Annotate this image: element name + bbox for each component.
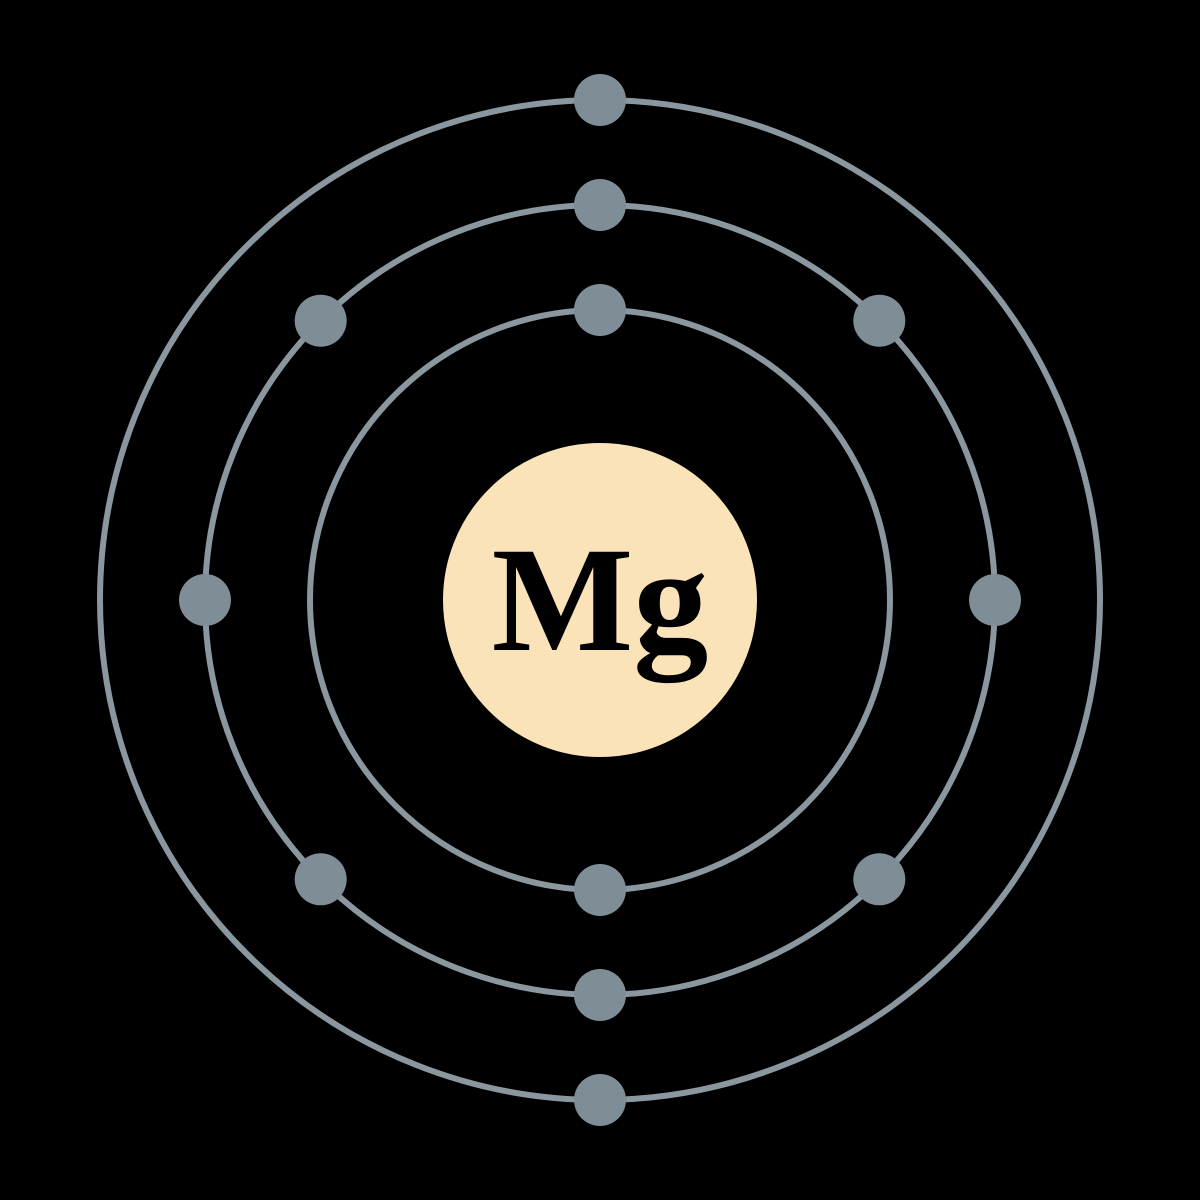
electron-shell2-7 [179, 574, 231, 626]
electron-shell2-5 [574, 969, 626, 1021]
electron-shell3-1 [574, 74, 626, 126]
electron-shell2-6 [295, 853, 347, 905]
electron-shell2-3 [969, 574, 1021, 626]
element-symbol: Mg [492, 517, 709, 683]
electron-shell1-1 [574, 284, 626, 336]
electron-shell3-2 [574, 1074, 626, 1126]
atom-diagram: Mg [0, 0, 1200, 1200]
electron-shell2-8 [295, 295, 347, 347]
electron-shell1-2 [574, 864, 626, 916]
electron-shell2-4 [853, 853, 905, 905]
electron-shell2-1 [574, 179, 626, 231]
electron-shell2-2 [853, 295, 905, 347]
